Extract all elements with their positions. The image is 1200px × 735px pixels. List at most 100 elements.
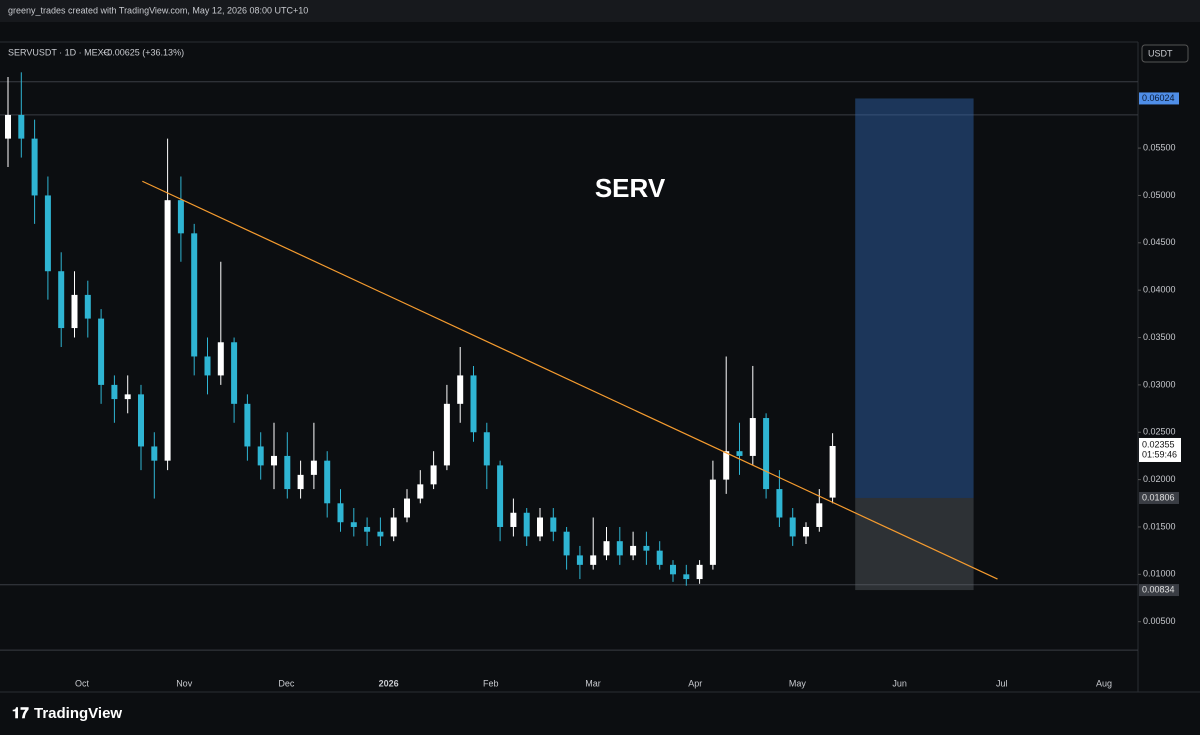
candle-body — [749, 418, 756, 456]
candle-body — [537, 517, 543, 537]
trendline — [142, 180, 998, 580]
candle-body — [763, 418, 770, 490]
x-tick-label: Nov — [176, 678, 193, 688]
y-tick-label: 0.04000 — [1143, 285, 1176, 295]
last-price-box — [1139, 437, 1181, 462]
price-label-box — [1139, 92, 1179, 105]
candle-body — [297, 474, 304, 490]
y-tick-label: 0.01000 — [1143, 569, 1176, 579]
candle-body — [377, 531, 384, 537]
candle-body — [98, 318, 105, 385]
candle-body — [71, 294, 78, 329]
x-tick-label: May — [789, 678, 807, 688]
candle-body — [138, 394, 144, 447]
target-zone — [855, 98, 974, 498]
x-tick-label: Jun — [892, 678, 907, 688]
footer: TradingView — [34, 705, 122, 722]
candle-body — [789, 517, 796, 537]
candle-body — [590, 555, 597, 565]
candle-body — [803, 526, 809, 537]
price-label: 0.01806 — [1142, 492, 1175, 502]
candle-body — [816, 503, 823, 527]
countdown: 01:59:46 — [1142, 449, 1177, 459]
candle-body — [550, 517, 557, 532]
candle-body — [244, 403, 251, 447]
x-tick-label: Mar — [585, 678, 601, 688]
x-tick-label: Dec — [278, 678, 295, 688]
currency-button[interactable] — [1141, 44, 1189, 63]
candle-body — [523, 512, 530, 537]
header: greeny_trades created with TradingView.c… — [8, 5, 308, 15]
candle-body — [470, 375, 477, 433]
candle-body — [31, 138, 38, 196]
candle-body — [630, 545, 637, 556]
candle-body — [324, 460, 331, 504]
change: +0.00625 (+36.13%) — [102, 47, 184, 57]
annotation: SERV — [595, 173, 666, 203]
candle-body — [124, 394, 131, 400]
y-tick-label: 0.05000 — [1143, 190, 1176, 200]
candle-body — [337, 503, 344, 523]
header-bar — [0, 0, 1200, 22]
x-tick-label: Aug — [1096, 678, 1112, 688]
candle-body — [616, 541, 623, 556]
last-price: 0.02355 — [1142, 439, 1175, 449]
candle-body — [310, 460, 317, 475]
candle-body — [497, 465, 504, 527]
candle-body — [217, 342, 224, 376]
candle-body — [723, 451, 730, 480]
candle-body — [191, 233, 198, 357]
candle-body — [430, 465, 437, 485]
candle-body — [364, 526, 371, 532]
candle-body — [576, 555, 583, 565]
y-tick-label: 0.01500 — [1143, 521, 1176, 531]
x-tick-label: Oct — [75, 678, 90, 688]
candle-body — [231, 342, 238, 404]
candle-body — [350, 522, 357, 527]
x-tick-label: Feb — [483, 678, 499, 688]
candle-body — [151, 446, 158, 461]
candle-body — [390, 517, 397, 537]
price-label: 0.00834 — [1142, 584, 1175, 594]
y-tick-label: 0.03000 — [1143, 379, 1176, 389]
price-label-box — [1139, 491, 1179, 504]
candle-body — [18, 114, 25, 139]
logo-mark: 𝟏𝟕 — [12, 705, 29, 722]
x-tick-label: Apr — [688, 678, 702, 688]
y-tick-label: 0.04500 — [1143, 237, 1176, 247]
candle-body — [643, 545, 650, 551]
candle-body — [483, 432, 490, 466]
candle-body — [563, 531, 570, 556]
candle-body — [111, 384, 118, 400]
candle-body — [603, 541, 610, 556]
candle-body — [84, 294, 91, 319]
candle-body — [271, 455, 277, 466]
symbol: SERVUSDT · 1D · MEXC — [8, 47, 111, 57]
candle-body — [404, 498, 410, 518]
candle-body — [204, 356, 211, 376]
candle-body — [417, 484, 424, 499]
candle-body — [5, 114, 11, 139]
candle-body — [709, 479, 716, 565]
candle-body — [510, 512, 517, 527]
stop-zone — [855, 497, 974, 591]
candle-body — [457, 375, 464, 404]
y-tick-label: 0.05500 — [1143, 142, 1176, 152]
price-label-box — [1139, 584, 1179, 597]
candle-body — [443, 403, 450, 466]
candle-body — [284, 455, 291, 490]
candle-body — [257, 446, 264, 466]
candle-body — [670, 564, 676, 575]
candle-body — [656, 550, 663, 565]
x-tick-label: 2026 — [379, 678, 399, 688]
x-tick-label: Jul — [996, 678, 1008, 688]
candle-body — [776, 489, 783, 518]
candle-body — [736, 451, 743, 456]
candle-body — [683, 574, 690, 580]
candle-body — [58, 271, 65, 329]
candle-body — [44, 195, 51, 272]
candle-body — [696, 564, 703, 580]
currency[interactable]: USDT — [1148, 48, 1173, 58]
